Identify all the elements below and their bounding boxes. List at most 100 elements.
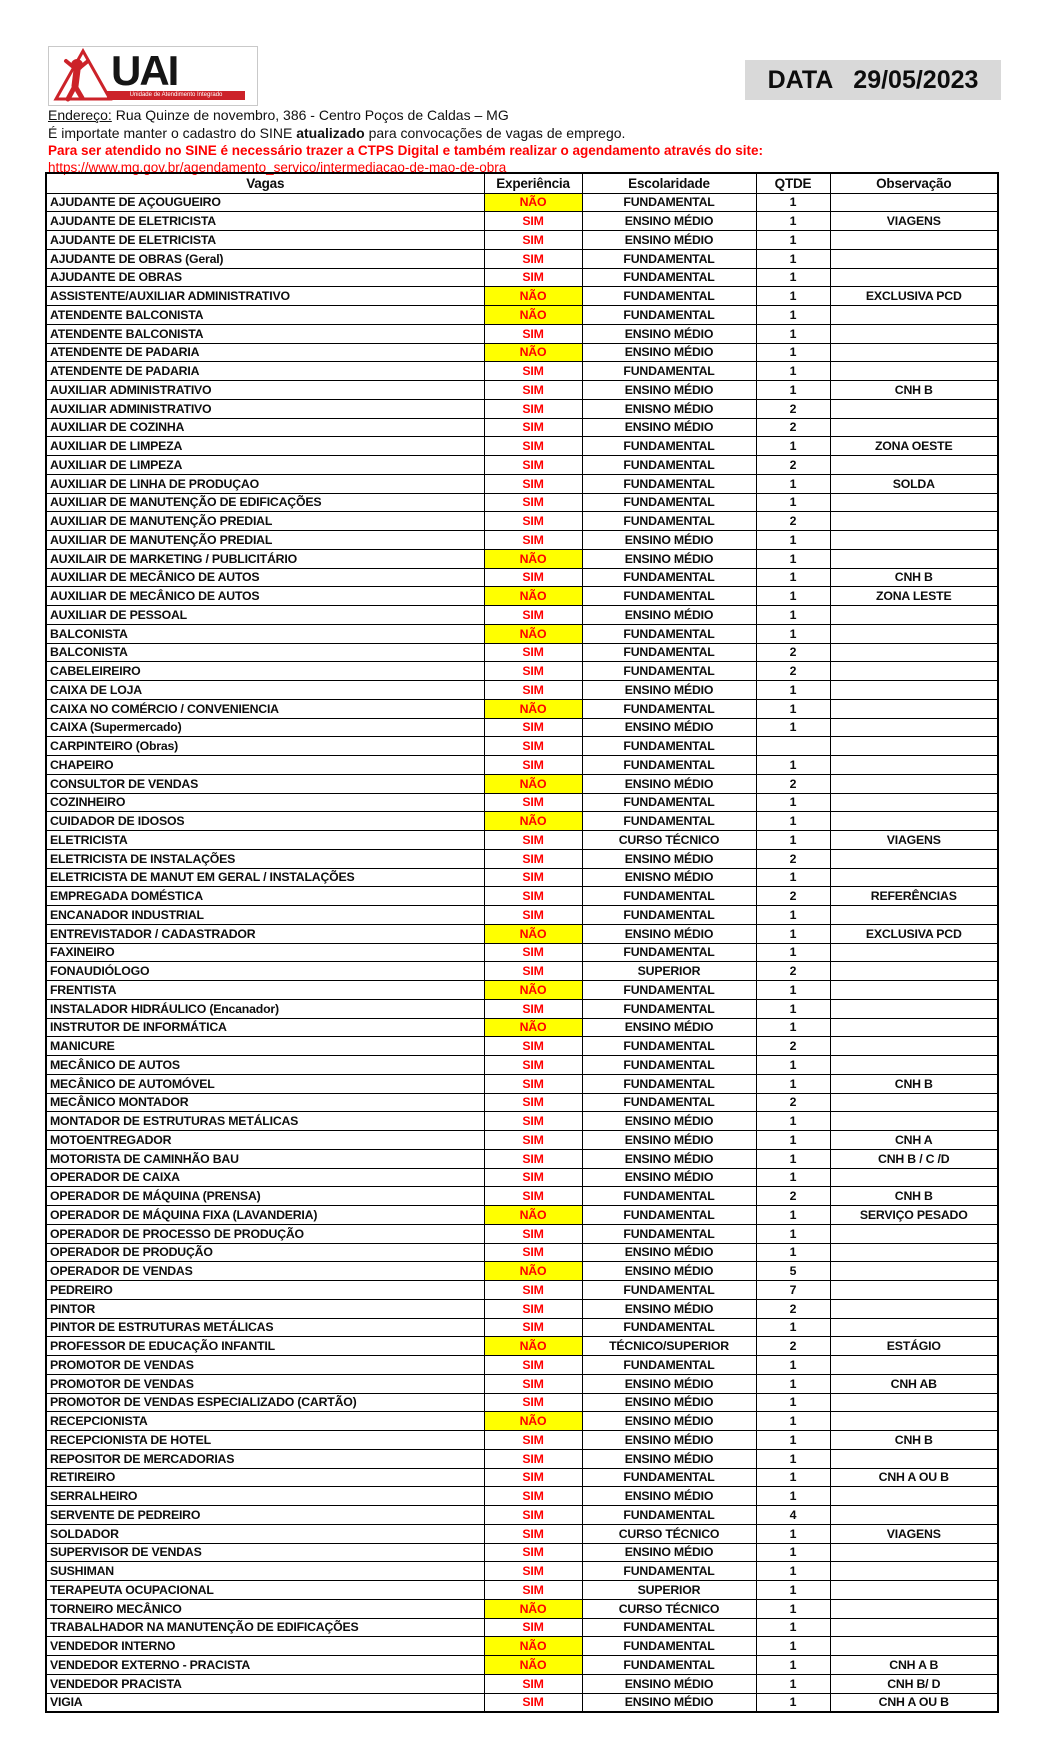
table-row: RECEPCIONISTA NÃO ENSINO MÉDIO 1 (45, 1411, 999, 1431)
esc-cell: FUNDAMENTAL (581, 1280, 757, 1300)
table-row: CAIXA (Supermercado) SIM ENSINO MÉDIO 1 (45, 717, 999, 738)
date-label: DATA (767, 65, 834, 94)
vaga-cell: CAIXA NO COMÉRCIO / CONVENIENCIA (45, 698, 485, 719)
qtde-cell: 2 (755, 1036, 831, 1056)
schedule-link[interactable]: https://www.mg.gov.br/agendamento_servic… (48, 160, 507, 175)
esc-cell: ENSINO MÉDIO (581, 1111, 757, 1131)
vaga-cell: AJUDANTE DE OBRAS (45, 267, 485, 288)
vaga-cell: TERAPEUTA OCUPACIONAL (45, 1580, 485, 1600)
vaga-cell: VIGIA (45, 1692, 485, 1713)
table-row: INSTALADOR HIDRÁULICO (Encanador) SIM FUND… (45, 998, 999, 1019)
esc-cell: FUNDAMENTAL (581, 736, 757, 756)
table-row: FAXINEIRO SIM FUNDAMENTAL 1 (45, 942, 999, 963)
qtde-cell: 1 (755, 755, 831, 775)
obs-cell (829, 1223, 999, 1244)
esc-cell: FUNDAMENTAL (581, 980, 757, 1000)
table-row: TRABALHADOR NA MANUTENÇÃO DE EDIFICAÇÕES… (45, 1617, 999, 1638)
qtde-cell: 1 (755, 473, 831, 494)
exp-cell: SIM (483, 736, 583, 756)
vaga-cell: AUXILIAR ADMINISTRATIVO (45, 398, 485, 419)
table-row: RETIREIRO SIM FUNDAMENTAL 1 CNH A OU B (45, 1467, 999, 1488)
obs-cell (829, 1355, 999, 1375)
vaga-cell: OPERADOR DE VENDAS (45, 1261, 485, 1281)
qtde-cell: 7 (755, 1280, 831, 1300)
obs-cell (829, 1317, 999, 1338)
table-row: AUXILIAR DE MANUTENÇÃO DE EDIFICAÇÕES SIM… (45, 492, 999, 513)
vaga-cell: CUIDADOR DE IDOSOS (45, 811, 485, 831)
vaga-cell: AUXILIAR DE MANUTENÇÃO PREDIAL (45, 530, 485, 550)
table-row: AUXILIAR DE LIMPEZA SIM FUNDAMENTAL 2 (45, 455, 999, 475)
obs-cell: EXCLUSIVA PCD (829, 923, 999, 944)
qtde-cell: 1 (755, 923, 831, 944)
vaga-cell: ATENDENTE DE PADARIA (45, 361, 485, 381)
qtde-cell: 1 (755, 792, 831, 813)
esc-cell: ENSINO MÉDIO (581, 417, 757, 438)
vaga-cell: ATENDENTE DE PADARIA (45, 342, 485, 363)
uai-logo-subtext: Unidade de Atendimento Integrado (107, 91, 245, 100)
qtde-cell: 1 (755, 567, 831, 588)
vaga-cell: PEDREIRO (45, 1280, 485, 1300)
exp-cell: SIM (483, 1673, 583, 1694)
table-row: VENDEDOR PRACISTA SIM ENSINO MÉDIO 1 CNH B/ … (45, 1673, 999, 1694)
obs-cell (829, 1636, 999, 1656)
esc-cell: ENSINO MÉDIO (581, 1673, 757, 1694)
obs-cell: CNH A B (829, 1655, 999, 1675)
table-row: ENTREVISTADOR / CADASTRADOR NÃO ENSINO MÉD… (45, 923, 999, 944)
esc-cell: ENSINO MÉDIO (581, 380, 757, 400)
qtde-cell: 1 (755, 305, 831, 325)
table-row: CABELEIREIRO SIM FUNDAMENTAL 2 (45, 661, 999, 681)
obs-cell (829, 398, 999, 419)
table-row: MECÂNICO MONTADOR SIM FUNDAMENTAL 2 (45, 1092, 999, 1113)
obs-cell (829, 361, 999, 381)
obs-cell (829, 492, 999, 513)
vaga-cell: MECÂNICO DE AUTOMÓVEL (45, 1073, 485, 1094)
obs-cell (829, 323, 999, 344)
qtde-cell: 1 (755, 192, 831, 213)
table-row: MONTADOR DE ESTRUTURAS METÁLICAS SIM ENSIN… (45, 1111, 999, 1131)
exp-cell: SIM (483, 792, 583, 813)
vaga-cell: OPERADOR DE PROCESSO DE PRODUÇÃO (45, 1223, 485, 1244)
exp-cell: SIM (483, 473, 583, 494)
exp-cell: SIM (483, 1111, 583, 1131)
vaga-cell: RETIREIRO (45, 1467, 485, 1488)
exp-cell: SIM (483, 1036, 583, 1056)
table-row: AUXILAIR DE MARKETING / PUBLICITÁRIO NÃO E… (45, 548, 999, 569)
exp-cell: SIM (483, 1242, 583, 1263)
col-header-observacao: Observação (829, 172, 999, 194)
table-row: CAIXA NO COMÉRCIO / CONVENIENCIA NÃO FUNDA… (45, 698, 999, 719)
table-row: ATENDENTE DE PADARIA NÃO ENSINO MÉDIO 1 (45, 342, 999, 363)
vaga-cell: ATENDENTE BALCONISTA (45, 305, 485, 325)
obs-cell: CNH A (829, 1130, 999, 1150)
table-row: TERAPEUTA OCUPACIONAL SIM SUPERIOR 1 (45, 1580, 999, 1600)
esc-cell: ENSINO MÉDIO (581, 1298, 757, 1319)
vaga-cell: AUXILIAR DE MECÂNICO DE AUTOS (45, 567, 485, 588)
esc-cell: CURSO TÉCNICO (581, 830, 757, 850)
table-row: ATENDENTE DE PADARIA SIM FUNDAMENTAL 1 (45, 361, 999, 381)
esc-cell: ENSINO MÉDIO (581, 773, 757, 794)
qtde-cell: 1 (755, 1205, 831, 1225)
vaga-cell: OPERADOR DE MÁQUINA FIXA (LAVANDERIA) (45, 1205, 485, 1225)
vaga-cell: FONAUDIÓLOGO (45, 961, 485, 981)
exp-cell: SIM (483, 567, 583, 588)
qtde-cell: 1 (755, 680, 831, 700)
qtde-cell: 1 (755, 1655, 831, 1675)
info-prefix: É importate manter o cadastro do SINE (48, 125, 297, 141)
table-row: MOTORISTA DE CAMINHÃO BAU SIM ENSINO MÉDIO… (45, 1148, 999, 1169)
qtde-cell: 2 (755, 455, 831, 475)
col-header-qtde: QTDE (755, 172, 831, 194)
table-row: OPERADOR DE VENDAS NÃO ENSINO MÉDIO 5 (45, 1261, 999, 1281)
obs-cell: CNH B (829, 1073, 999, 1094)
obs-cell (829, 755, 999, 775)
qtde-cell: 1 (755, 1523, 831, 1544)
esc-cell: FUNDAMENTAL (581, 1655, 757, 1675)
table-header-row: Vagas Experiência Escolaridade QTDE Obse… (45, 172, 999, 194)
obs-cell (829, 642, 999, 663)
esc-cell: ENSINO MÉDIO (581, 1130, 757, 1150)
obs-cell (829, 1280, 999, 1300)
esc-cell: FUNDAMENTAL (581, 1205, 757, 1225)
exp-cell: SIM (483, 717, 583, 738)
vaga-cell: OPERADOR DE CAIXA (45, 1167, 485, 1188)
obs-cell (829, 980, 999, 1000)
obs-cell: VIAGENS (829, 1523, 999, 1544)
esc-cell: FUNDAMENTAL (581, 905, 757, 925)
